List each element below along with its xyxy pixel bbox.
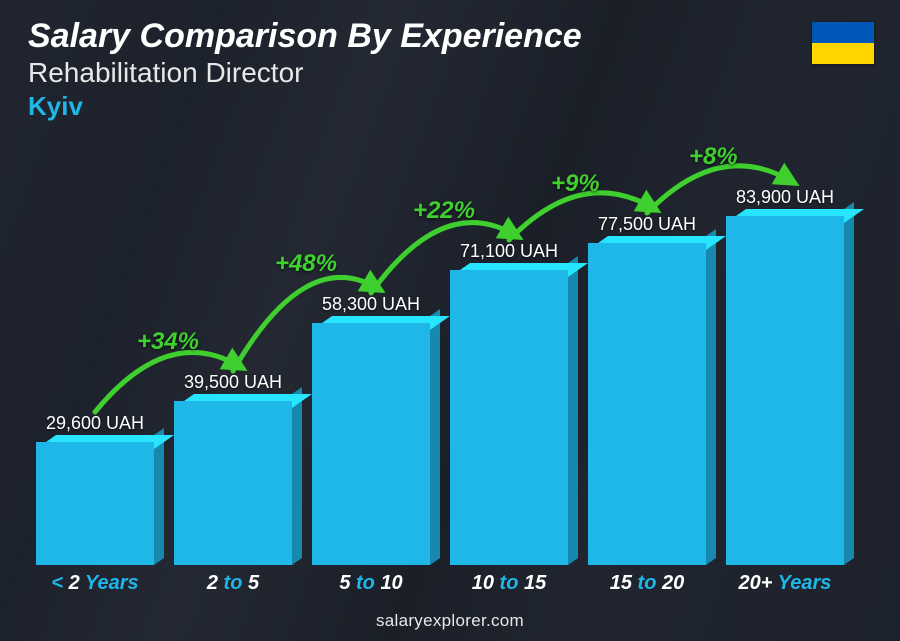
bar-front xyxy=(726,216,844,565)
bar-value-label: 71,100 UAH xyxy=(460,241,558,262)
ukraine-flag-icon xyxy=(812,22,874,64)
location-label: Kyiv xyxy=(28,91,800,122)
percent-increase-label: +34% xyxy=(137,328,199,356)
bar-slot: 77,500 UAH xyxy=(584,130,710,565)
bar-side-face xyxy=(706,229,716,565)
x-axis-label: 15 to 20 xyxy=(584,572,710,595)
bar-slot: 58,300 UAH xyxy=(308,130,434,565)
bar-side-face xyxy=(844,202,854,565)
x-axis-label: 20+ Years xyxy=(722,572,848,595)
percent-increase-label: +22% xyxy=(413,197,475,225)
percent-increase-label: +48% xyxy=(275,250,337,278)
bar-front xyxy=(36,442,154,565)
bar-slot: 83,900 UAH xyxy=(722,130,848,565)
header: Salary Comparison By Experience Rehabili… xyxy=(28,18,800,122)
bar xyxy=(312,323,430,565)
x-labels: < 2 Years 2 to 5 5 to 10 10 to 15 15 to 20 20… xyxy=(24,572,856,595)
bar-value-label: 58,300 UAH xyxy=(322,294,420,315)
bar-value-label: 39,500 UAH xyxy=(184,372,282,393)
bar-side-face xyxy=(292,387,302,565)
page-subtitle: Rehabilitation Director xyxy=(28,57,800,89)
percent-increase-label: +8% xyxy=(689,143,738,171)
bar-chart: 29,600 UAH 39,500 UAH 58,300 UAH 71,100 UAH… xyxy=(24,130,856,593)
bar xyxy=(588,243,706,565)
bar-value-label: 77,500 UAH xyxy=(598,214,696,235)
bar-value-label: 83,900 UAH xyxy=(736,187,834,208)
bar xyxy=(36,442,154,565)
bar xyxy=(174,401,292,565)
flag-stripe-bottom xyxy=(812,43,874,64)
percent-increase-label: +9% xyxy=(551,170,600,198)
bar-front xyxy=(312,323,430,565)
page-title: Salary Comparison By Experience xyxy=(28,18,800,55)
x-axis-label: 5 to 10 xyxy=(308,572,434,595)
footer-credit: salaryexplorer.com xyxy=(0,611,900,631)
bar-front xyxy=(588,243,706,565)
bar-front xyxy=(450,270,568,565)
x-axis-label: 2 to 5 xyxy=(170,572,296,595)
bar xyxy=(450,270,568,565)
infographic-canvas: Salary Comparison By Experience Rehabili… xyxy=(0,0,900,641)
bar-value-label: 29,600 UAH xyxy=(46,413,144,434)
bar-side-face xyxy=(154,428,164,565)
x-axis-label: 10 to 15 xyxy=(446,572,572,595)
flag-stripe-top xyxy=(812,22,874,43)
bar-front xyxy=(174,401,292,565)
bar-side-face xyxy=(568,256,578,565)
x-axis-label: < 2 Years xyxy=(32,572,158,595)
bar xyxy=(726,216,844,565)
bar-side-face xyxy=(430,309,440,565)
